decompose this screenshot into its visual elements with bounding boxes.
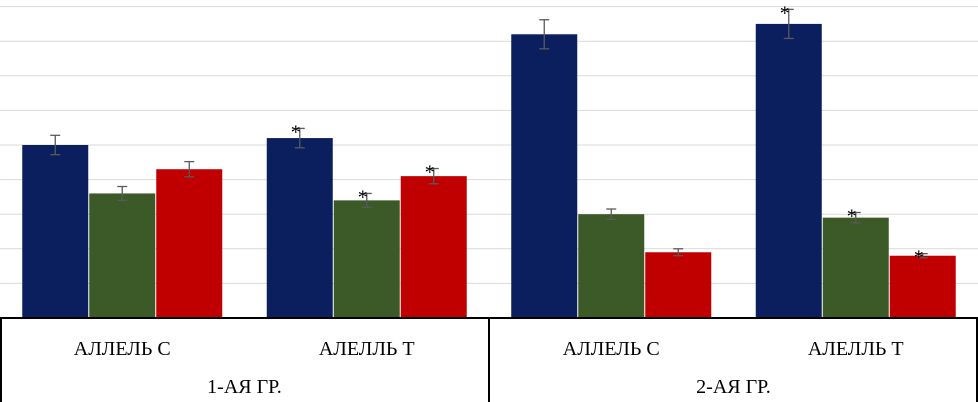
bar	[266, 138, 333, 318]
significance-star: *	[358, 186, 368, 208]
bar	[889, 255, 956, 318]
category-labels: АЛЛЕЛЬ С АЛЕЛЛЬ Т АЛЛЕЛЬ С АЛЕЛЛЬ Т	[74, 338, 904, 360]
bars	[22, 23, 956, 319]
bar	[578, 214, 645, 318]
bar	[755, 23, 822, 319]
bar	[645, 252, 712, 318]
bar	[22, 145, 89, 318]
category-axis-table	[0, 317, 978, 402]
group-label: 1-АЯ ГР.	[207, 376, 282, 398]
bar	[156, 169, 223, 318]
category-label: АЛЕЛЛЬ Т	[319, 338, 415, 360]
category-label: АЛЛЕЛЬ С	[74, 338, 171, 360]
category-label: АЛЕЛЛЬ Т	[808, 338, 904, 360]
bar	[511, 34, 578, 318]
bar	[333, 200, 400, 318]
significance-star: *	[780, 2, 790, 24]
bar	[89, 193, 156, 318]
category-label: АЛЛЕЛЬ С	[563, 338, 660, 360]
error-bars	[50, 8, 928, 259]
bar	[822, 217, 889, 318]
bar	[400, 176, 467, 318]
significance-star: *	[914, 247, 924, 269]
group-labels: 1-АЯ ГР. 2-АЯ ГР.	[207, 376, 771, 398]
significance-markers: * * * * * *	[291, 2, 924, 268]
significance-star: *	[425, 162, 435, 184]
significance-star: *	[847, 205, 857, 227]
significance-star: *	[291, 121, 301, 143]
group-label: 2-АЯ ГР.	[696, 376, 771, 398]
